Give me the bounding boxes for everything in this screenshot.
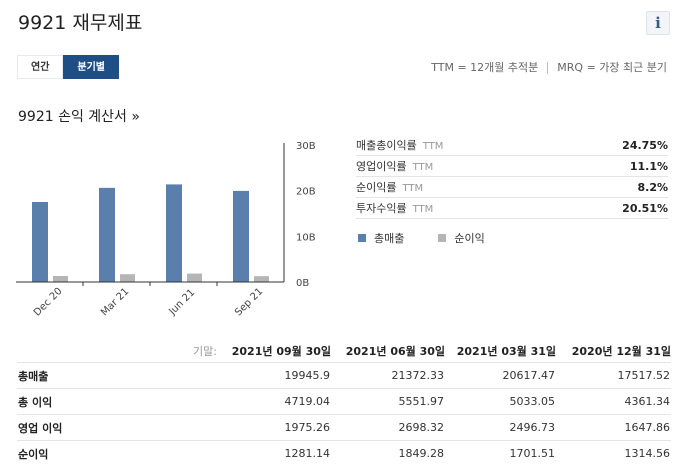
page-title: 9921 재무제표 <box>18 8 142 35</box>
ttm-tag: TTM <box>413 162 434 173</box>
legend-label-revenue: 총매출 <box>374 230 404 246</box>
table-cell: 5033.05 <box>445 389 556 415</box>
table-cell: 17517.52 <box>556 363 671 389</box>
ttm-tag: TTM <box>402 183 423 194</box>
column-header: 2020년 12월 31일 <box>556 340 671 363</box>
x-tick-label: Dec 20 <box>32 286 65 319</box>
column-header: 2021년 03월 31일 <box>445 340 556 363</box>
table-cell: 2698.32 <box>331 415 445 441</box>
row-label: 영업 이익 <box>17 415 217 441</box>
ratio-label: 순이익률 <box>356 181 396 194</box>
table-cell: 1314.56 <box>556 441 671 466</box>
table-row: 순이익 1281.14 1849.28 1701.51 1314.56 <box>17 441 671 466</box>
financial-table: 기말: 2021년 09월 30일 2021년 06월 30일 2021년 03… <box>17 340 671 466</box>
ratio-label: 영업이익률 <box>356 160 407 173</box>
table-row: 총 이익 4719.04 5551.97 5033.05 4361.34 <box>17 389 671 415</box>
table-row: 총매출 19945.9 21372.33 20617.47 17517.52 <box>17 363 671 389</box>
table-cell: 1647.86 <box>556 415 671 441</box>
ttm-tag: TTM <box>413 204 434 215</box>
table-cell: 2496.73 <box>445 415 556 441</box>
ratio-label: 매출총이익률 <box>356 139 417 152</box>
table-row: 영업 이익 1975.26 2698.32 2496.73 1647.86 <box>17 415 671 441</box>
ttm-tag: TTM <box>423 141 444 152</box>
ratio-row-net-margin: 순이익률 TTM 8.2% <box>356 177 668 198</box>
x-tick-label: Jun 21 <box>166 287 197 318</box>
period-label: 기말: <box>17 340 217 363</box>
ratio-row-operating-margin: 영업이익률 TTM 11.1% <box>356 156 668 177</box>
y-tick-label: 0B <box>296 278 309 289</box>
ratio-value: 24.75% <box>622 136 668 155</box>
tab-annual[interactable]: 연간 <box>17 55 63 79</box>
table-cell: 19945.9 <box>217 363 331 389</box>
bar-revenue <box>233 191 249 282</box>
legend-swatch-revenue <box>358 234 366 242</box>
ratio-row-gross-margin: 매출총이익률 TTM 24.75% <box>356 135 668 156</box>
bar-revenue <box>166 184 182 282</box>
y-tick-label: 30B <box>296 141 316 152</box>
table-cell: 1975.26 <box>217 415 331 441</box>
chart-legend: 총매출 순이익 <box>358 230 485 246</box>
ttm-note: TTM = 12개월 추적분 <box>431 61 538 74</box>
tab-quarterly[interactable]: 분기별 <box>63 55 119 79</box>
bar-net-income <box>254 276 269 282</box>
income-statement-link[interactable]: 9921 손익 계산서 » <box>18 106 140 126</box>
bar-net-income <box>120 274 135 282</box>
revenue-netincome-chart: 30B 20B 10B 0B Dec 20 Mar 21 Jun 21 Sep 21 <box>0 135 340 335</box>
table-cell: 20617.47 <box>445 363 556 389</box>
ratio-label: 투자수익률 <box>356 202 407 215</box>
ratio-value: 20.51% <box>622 199 668 218</box>
table-cell: 4719.04 <box>217 389 331 415</box>
table-cell: 1701.51 <box>445 441 556 466</box>
ratio-list: 매출총이익률 TTM 24.75% 영업이익률 TTM 11.1% 순이익률 TTM … <box>356 135 668 219</box>
info-icon[interactable]: i <box>646 11 670 35</box>
bar-revenue <box>99 188 115 282</box>
ttm-mrq-notes: TTM = 12개월 추적분 MRQ = 가장 최근 분기 <box>431 59 667 75</box>
table-cell: 4361.34 <box>556 389 671 415</box>
ratio-value: 8.2% <box>637 178 668 197</box>
row-label: 순이익 <box>17 441 217 466</box>
row-label: 총매출 <box>17 363 217 389</box>
ratio-row-roi: 투자수익률 TTM 20.51% <box>356 198 668 219</box>
bar-net-income <box>53 276 68 282</box>
legend-label-net-income: 순이익 <box>454 230 484 246</box>
bar-revenue <box>32 202 48 282</box>
table-cell: 1849.28 <box>331 441 445 466</box>
divider <box>547 62 548 74</box>
table-cell: 5551.97 <box>331 389 445 415</box>
row-label: 총 이익 <box>17 389 217 415</box>
column-header: 2021년 06월 30일 <box>331 340 445 363</box>
x-tick-label: Sep 21 <box>233 286 265 318</box>
table-cell: 21372.33 <box>331 363 445 389</box>
y-tick-label: 10B <box>296 232 316 243</box>
x-tick-label: Mar 21 <box>99 286 131 318</box>
table-cell: 1281.14 <box>217 441 331 466</box>
bar-net-income <box>187 274 202 282</box>
ratio-value: 11.1% <box>630 157 668 176</box>
legend-swatch-net-income <box>438 234 446 242</box>
table-header-row: 기말: 2021년 09월 30일 2021년 06월 30일 2021년 03… <box>17 340 671 363</box>
mrq-note: MRQ = 가장 최근 분기 <box>557 61 667 74</box>
y-tick-label: 20B <box>296 187 316 198</box>
column-header: 2021년 09월 30일 <box>217 340 331 363</box>
period-tabs: 연간 분기별 <box>17 55 119 79</box>
